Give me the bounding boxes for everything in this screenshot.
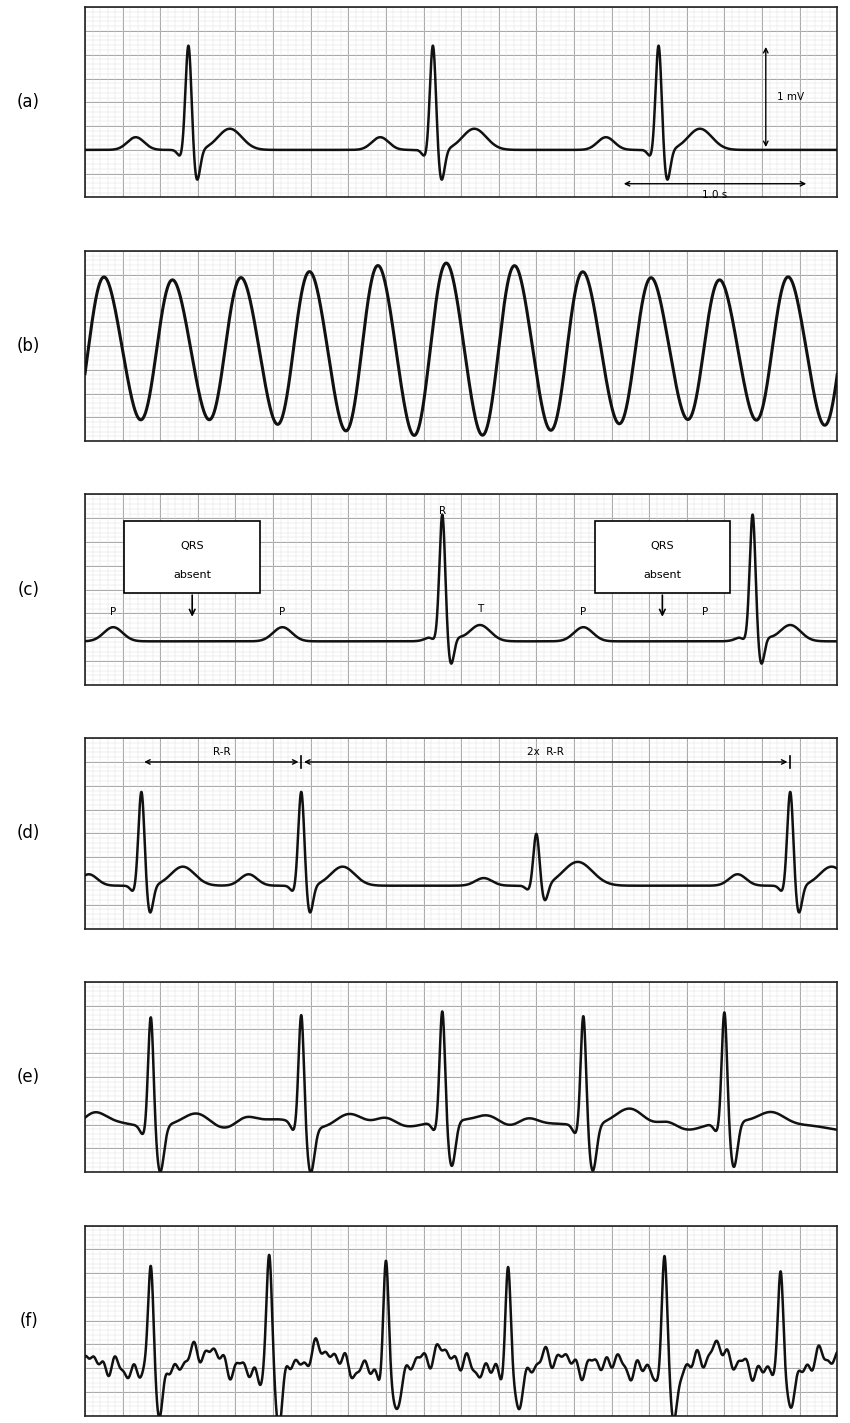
Text: P: P <box>110 608 116 618</box>
Text: 1 mV: 1 mV <box>777 92 804 102</box>
Text: T: T <box>477 605 483 615</box>
Text: (e): (e) <box>17 1069 40 1086</box>
Text: P: P <box>280 608 286 618</box>
Text: (b): (b) <box>17 337 40 354</box>
Text: 2x  R-R: 2x R-R <box>527 747 564 757</box>
Text: R: R <box>439 507 446 517</box>
Text: absent: absent <box>643 569 682 579</box>
Text: R-R: R-R <box>212 747 230 757</box>
FancyBboxPatch shape <box>124 521 260 593</box>
Text: (c): (c) <box>18 581 40 599</box>
Text: (d): (d) <box>17 824 40 842</box>
Text: QRS: QRS <box>180 541 204 552</box>
Text: P: P <box>581 608 586 618</box>
Text: absent: absent <box>173 569 211 579</box>
Text: P: P <box>702 608 709 618</box>
Text: QRS: QRS <box>650 541 674 552</box>
Text: (a): (a) <box>17 94 40 111</box>
Text: 1.0 s: 1.0 s <box>702 191 728 201</box>
FancyBboxPatch shape <box>595 521 730 593</box>
Text: (f): (f) <box>20 1312 38 1329</box>
